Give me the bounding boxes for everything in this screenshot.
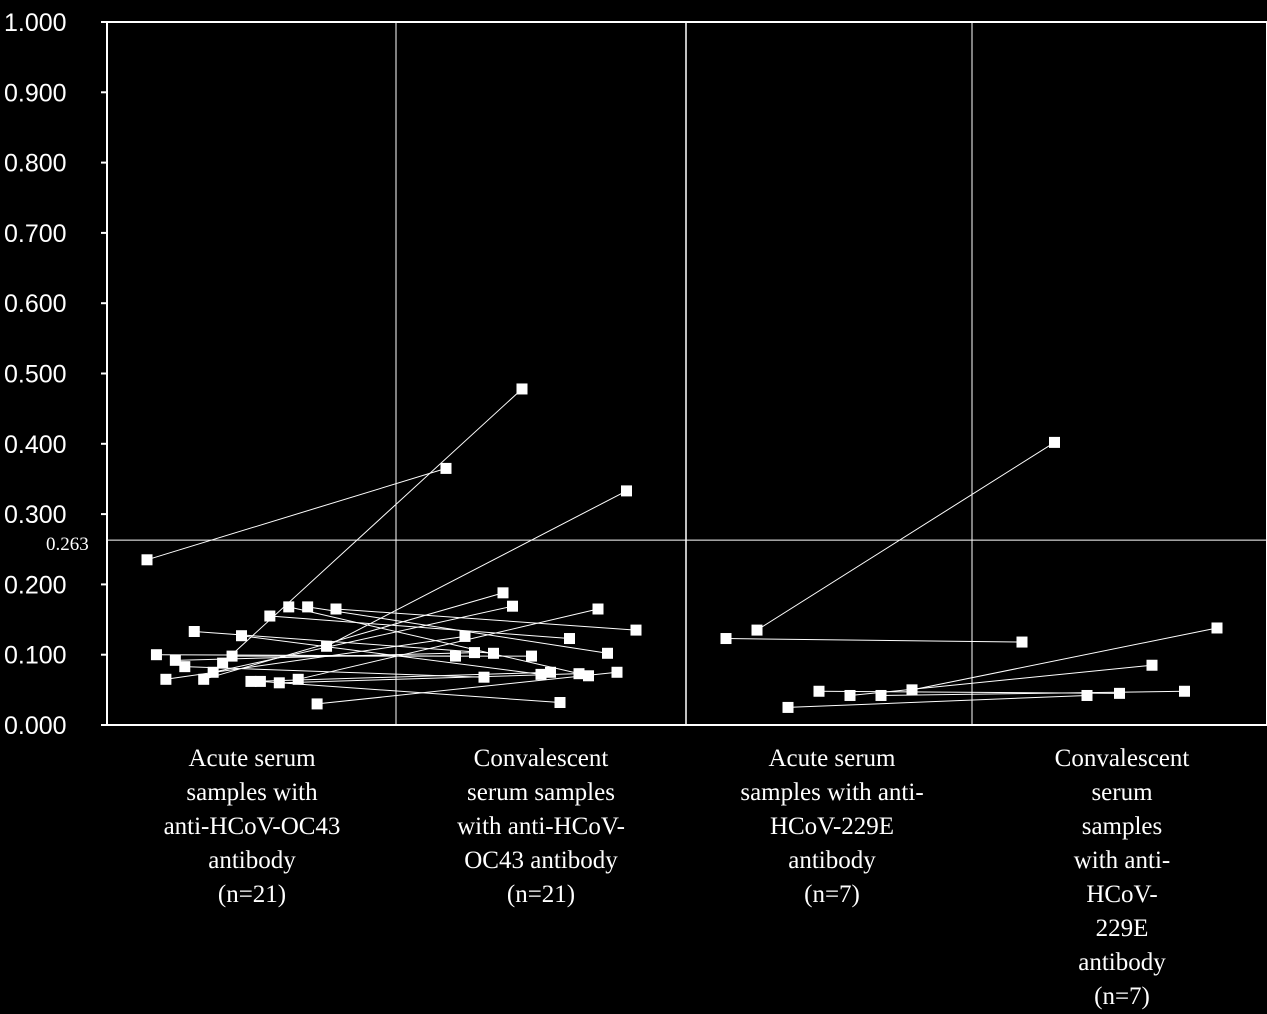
y-tick-label: 0.200 [4, 571, 67, 599]
acute-point [720, 633, 732, 645]
pair-line [241, 635, 542, 675]
pair-line [260, 680, 561, 704]
pair-line [146, 467, 447, 561]
convalescent-point [592, 603, 604, 615]
category-label: Convalescent serum samples with anti-HCo… [457, 745, 625, 908]
convalescent-point [488, 647, 499, 659]
y-axis: 1.000 0.900 0.800 0.700 0.600 0.500 0.400 0.300… [4, 9, 107, 740]
category-label: Convalescent serum samples with anti-HCo… [1054, 745, 1190, 1010]
convalescent-point [459, 630, 471, 642]
acute-point [217, 657, 229, 669]
category-label: Acute serum samples with anti-HCoV-OC43 … [163, 745, 341, 908]
acute-point [311, 698, 323, 710]
convalescent-point [535, 668, 547, 680]
convalescent-point [602, 647, 613, 659]
pair-line [335, 608, 637, 631]
convalescent-point [611, 666, 623, 678]
convalescent-point [545, 666, 556, 678]
acute-point [150, 649, 162, 661]
acute-point [302, 601, 314, 613]
y-tick-label: 0.800 [4, 150, 67, 178]
pair-line [307, 606, 608, 654]
convalescent-point [1211, 622, 1223, 634]
pair-line [849, 664, 1153, 696]
pair-line [326, 490, 627, 647]
acute-point [188, 626, 200, 638]
y-tick-label: 0.000 [4, 712, 67, 740]
acute-point [264, 610, 276, 622]
pair-line [203, 592, 504, 680]
acute-point [169, 654, 181, 666]
grid [395, 22, 973, 725]
acute-point [782, 701, 794, 713]
data-points [141, 383, 1223, 713]
convalescent-point [516, 383, 528, 395]
acute-point [813, 685, 825, 697]
acute-point [283, 601, 295, 613]
pair-line [911, 627, 1218, 691]
pair-line [288, 606, 589, 677]
pair-line [213, 605, 513, 673]
convalescent-point [507, 600, 518, 612]
pair-lines [146, 388, 1218, 708]
y-tick-label: 0.300 [4, 501, 67, 529]
y-tick-label: 0.100 [4, 642, 67, 670]
convalescent-point [1146, 659, 1158, 671]
pair-line [269, 615, 570, 640]
convalescent-point [1081, 689, 1093, 701]
convalescent-point [573, 668, 585, 680]
y-tick-label: 0.400 [4, 431, 67, 459]
pair-line [787, 694, 1088, 708]
acute-point [321, 640, 333, 652]
acute-point [236, 630, 247, 642]
chart: 1.000 0.900 0.800 0.700 0.600 0.500 0.400 0.300… [4, 9, 1267, 740]
cutoff-line: 0.263 [46, 534, 1267, 555]
pair-line [317, 671, 618, 705]
convalescent-point [630, 624, 642, 636]
convalescent-point [469, 647, 480, 659]
y-tick-label: 0.500 [4, 361, 67, 389]
pair-line [298, 608, 599, 680]
acute-point [844, 689, 856, 701]
acute-point [273, 677, 285, 689]
acute-point [207, 666, 219, 678]
y-tick-label: 0.600 [4, 290, 67, 318]
convalescent-point [478, 671, 490, 683]
acute-point [141, 554, 153, 566]
y-tick-label: 0.700 [4, 220, 67, 248]
convalescent-point [1016, 636, 1028, 648]
acute-point [330, 603, 342, 615]
pair-line [279, 673, 580, 684]
category-label: Acute serum samples with anti- HCoV-229E… [740, 745, 924, 908]
convalescent-point [497, 587, 509, 599]
pair-line [725, 638, 1023, 643]
convalescent-point [621, 485, 632, 497]
acute-point [292, 673, 304, 685]
convalescent-point [1114, 687, 1125, 699]
convalescent-point [440, 462, 452, 474]
y-tick-label: 1.000 [4, 9, 67, 37]
convalescent-point [1049, 436, 1060, 448]
acute-point [751, 624, 763, 636]
acute-point [198, 673, 210, 685]
convalescent-point [526, 650, 537, 662]
convalescent-point [1179, 685, 1190, 697]
cutoff-label: 0.263 [46, 534, 89, 555]
convalescent-point [554, 697, 566, 709]
plot-area [106, 21, 1267, 726]
convalescent-point [583, 670, 594, 682]
acute-point [245, 675, 257, 687]
convalescent-point [450, 650, 461, 662]
acute-point [160, 673, 172, 685]
pair-line [756, 441, 1055, 631]
acute-point [906, 684, 918, 696]
y-tick-label: 0.900 [4, 79, 67, 107]
acute-point [254, 675, 266, 687]
acute-point [179, 661, 191, 673]
convalescent-point [564, 633, 575, 645]
acute-point [226, 650, 238, 662]
pair-line [880, 690, 1185, 696]
acute-point [875, 689, 887, 701]
